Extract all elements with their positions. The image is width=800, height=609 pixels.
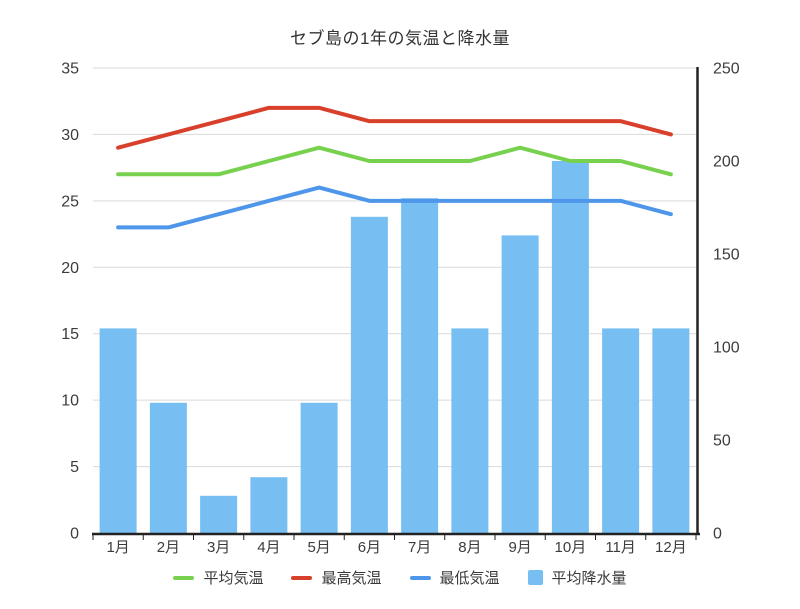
y-right-tick-label: 100	[713, 340, 740, 357]
bar-precipitation-2月	[149, 402, 187, 533]
x-tick-label-12月: 12月	[655, 539, 687, 556]
precipitation-bar-marker	[527, 570, 543, 585]
legend-label-max-temp: 最高気温	[321, 570, 382, 587]
y-right-tick-label: 50	[713, 433, 731, 450]
line-min-temp	[116, 185, 673, 230]
x-tick-label-11月: 11月	[605, 539, 636, 556]
y-left-tick-label: 25	[61, 193, 79, 210]
y-left-tick-label: 30	[61, 127, 79, 144]
max-temp-line-marker	[291, 575, 313, 580]
x-tick-label-5月: 5月	[307, 539, 330, 556]
y-left-tick-label: 35	[61, 61, 79, 78]
bar-precipitation-9月	[501, 235, 539, 533]
legend-item-avg-temp[interactable]: 平均気温	[173, 567, 263, 588]
bar-precipitation-3月	[200, 495, 238, 533]
y-left-tick-label: 0	[70, 526, 79, 543]
x-tick-label-6月: 6月	[358, 539, 381, 556]
bar-precipitation-5月	[300, 402, 338, 533]
bar-precipitation-6月	[350, 216, 388, 534]
avg-temp-line-marker	[173, 575, 195, 580]
bar-precipitation-12月	[652, 328, 690, 533]
chart-title: セブ島の1年の気温と降水量	[290, 29, 510, 48]
y-left-tick-label: 5	[70, 459, 79, 476]
bars-precipitation	[99, 161, 690, 534]
legend-item-precipitation[interactable]: 平均降水量	[527, 567, 627, 588]
legend-item-max-temp[interactable]: 最高気温	[291, 567, 382, 588]
x-tick-label-2月: 2月	[157, 539, 180, 556]
legend-label-precipitation: 平均降水量	[551, 570, 627, 587]
y-left-tick-label: 20	[61, 260, 79, 277]
y-right-tick-label: 250	[713, 61, 740, 78]
bar-precipitation-8月	[451, 328, 489, 533]
y-right-tick-label: 0	[713, 526, 722, 543]
y-right-tick-label: 150	[713, 247, 740, 264]
x-tick-label-4月: 4月	[257, 539, 280, 556]
legend-item-min-temp[interactable]: 最低気温	[409, 567, 500, 588]
line-avg-temp	[116, 145, 673, 177]
x-tick-label-9月: 9月	[508, 539, 531, 556]
bar-precipitation-10月	[551, 161, 589, 533]
bar-precipitation-4月	[250, 477, 288, 533]
y-right-tick-label: 200	[713, 154, 740, 171]
legend-label-min-temp: 最低気温	[439, 570, 500, 587]
bar-precipitation-7月	[401, 198, 439, 533]
legend-label-avg-temp: 平均気温	[203, 570, 264, 587]
line-max-temp	[116, 105, 673, 150]
min-temp-line-marker	[409, 575, 431, 580]
x-tick-label-10月: 10月	[555, 539, 587, 556]
y-left-tick-label: 15	[61, 326, 79, 343]
x-tick-label-3月: 3月	[207, 539, 230, 556]
bar-precipitation-11月	[602, 328, 640, 533]
bar-precipitation-1月	[99, 328, 137, 533]
x-axis-labels: 1月 2月 3月 4月 5月 6月 7月 8月 9月 10月 11月 12月	[106, 539, 686, 556]
legend: 平均気温 最高気温 最低気温 平均降水量	[0, 567, 800, 588]
y-left-tick-label: 10	[61, 393, 79, 410]
x-tick-label-7月: 7月	[408, 539, 431, 556]
axis-spines	[92, 67, 700, 540]
x-tick-label-1月: 1月	[106, 539, 129, 556]
x-tick-label-8月: 8月	[458, 539, 481, 556]
y-axis-right-labels: 0 50 100 150 200 250	[713, 61, 740, 543]
y-axis-left-labels: 0 5 10 15 20 25 30 35	[61, 61, 79, 543]
